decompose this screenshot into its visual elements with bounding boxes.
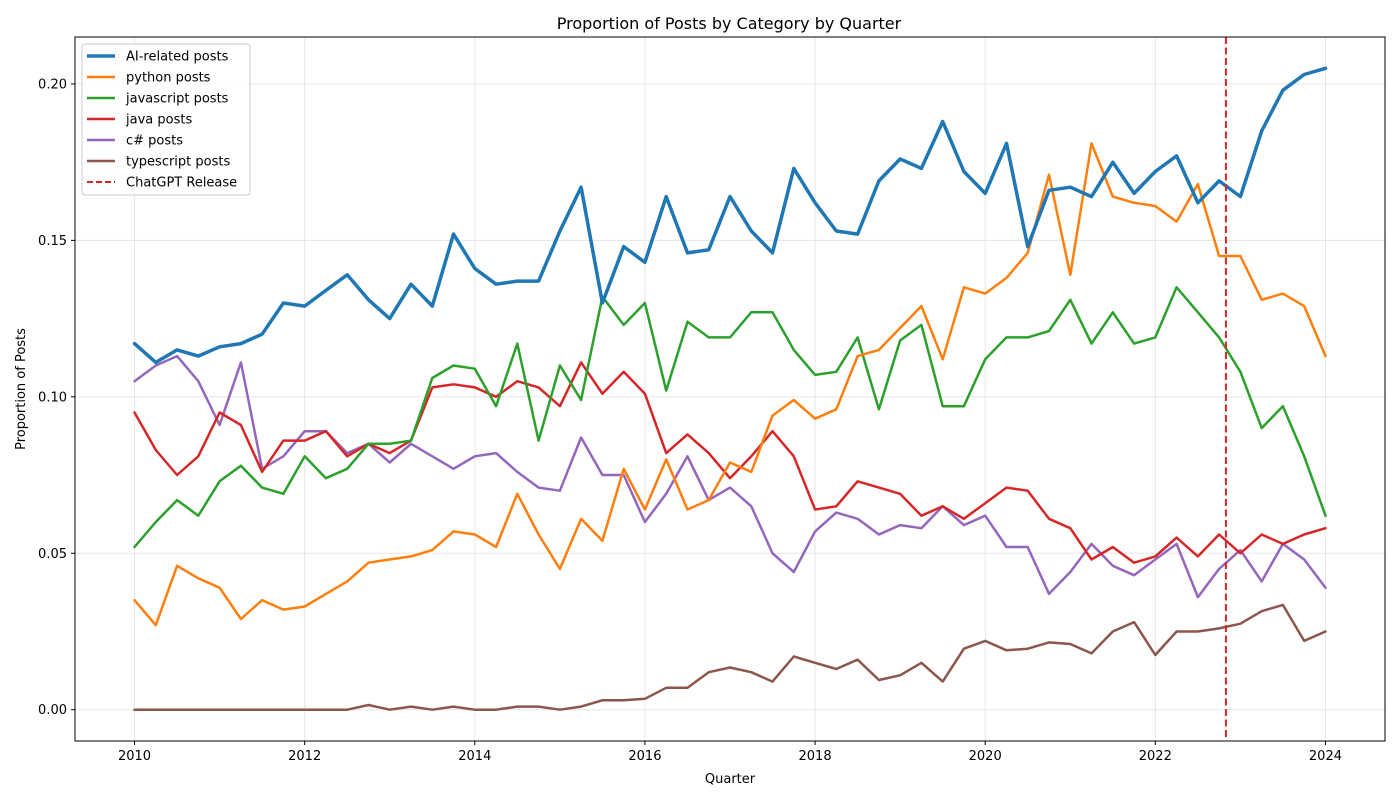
x-axis: 2010 2012 2014 2016 2018 2020 2022 2024 (118, 741, 1342, 764)
y-tick-label: 0.20 (38, 77, 67, 92)
legend-label: ChatGPT Release (126, 176, 237, 191)
x-tick-label: 2016 (628, 749, 661, 764)
plot-frame (74, 36, 1386, 742)
legend: AI-related posts python posts javascript p… (81, 43, 251, 196)
series-layer (132, 66, 1328, 711)
legend-label: java posts (125, 113, 192, 128)
legend-label: javascript posts (125, 92, 229, 107)
series-line-ai-related-posts (132, 66, 1328, 365)
legend-box (81, 43, 251, 196)
x-tick-label: 2014 (458, 749, 491, 764)
x-tick-label: 2022 (1139, 749, 1172, 764)
legend-label: AI-related posts (126, 50, 229, 65)
legend-label: typescript posts (126, 155, 230, 170)
series-line-java-posts (133, 361, 1327, 564)
x-tick-label: 2018 (799, 749, 832, 764)
chart-title: Proportion of Posts by Category by Quart… (557, 14, 902, 33)
y-axis-label: Proportion of Posts (14, 328, 29, 450)
series-line-typescript-posts (133, 603, 1327, 711)
x-tick-label: 2012 (288, 749, 321, 764)
x-tick-label: 2010 (118, 749, 151, 764)
y-tick-label: 0.15 (38, 234, 67, 249)
y-tick-label: 0.05 (38, 547, 67, 562)
series-line-python-posts (133, 142, 1327, 627)
x-tick-label: 2020 (969, 749, 1002, 764)
y-tick-label: 0.10 (38, 390, 67, 405)
y-axis: 0.00 0.05 0.10 0.15 0.20 (38, 77, 75, 718)
x-tick-label: 2024 (1309, 749, 1342, 764)
legend-label: python posts (126, 71, 211, 86)
legend-label: c# posts (126, 134, 183, 149)
x-axis-label: Quarter (705, 772, 756, 787)
series-line-javascript-posts (133, 286, 1327, 549)
y-tick-label: 0.00 (38, 703, 67, 718)
